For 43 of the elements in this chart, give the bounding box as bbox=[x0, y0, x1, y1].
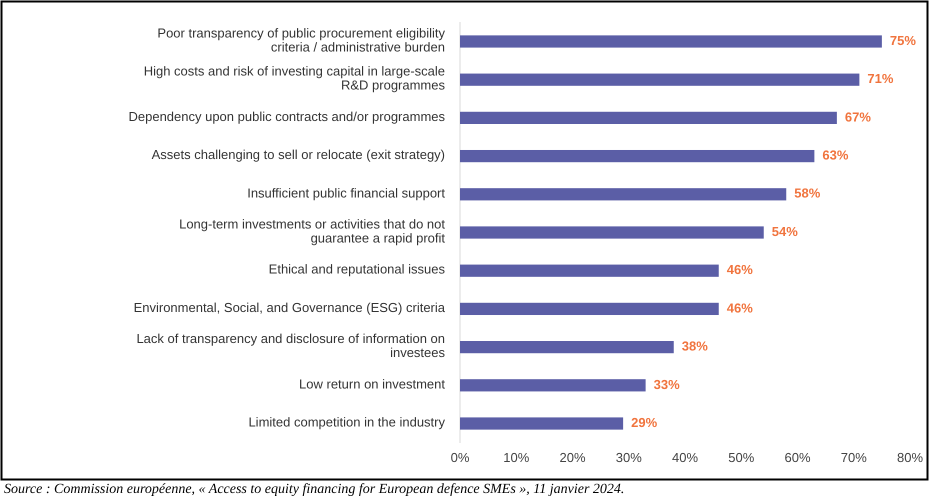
data-label: 38% bbox=[682, 338, 708, 354]
bar bbox=[460, 226, 764, 239]
data-label: 63% bbox=[822, 148, 849, 163]
data-label: 67% bbox=[844, 109, 872, 124]
x-tick-label: 40% bbox=[672, 450, 698, 465]
bar bbox=[460, 35, 882, 48]
bar bbox=[460, 264, 719, 277]
data-label: 29% bbox=[631, 414, 658, 430]
y-tick-label: Long-term investments or activities that do not guarantee a rapid profit bbox=[179, 216, 446, 246]
y-tick-label: Assets challenging to sell or relocate (exit strategy) bbox=[152, 148, 445, 163]
y-tick-label: Limited competition in the industry bbox=[248, 414, 446, 430]
x-tick-label: 10% bbox=[503, 450, 530, 465]
x-tick-label: 60% bbox=[784, 450, 811, 465]
bar bbox=[460, 379, 646, 392]
y-tick-label: Dependency upon public contracts and/or programmes bbox=[128, 109, 446, 124]
x-tick-label: 70% bbox=[840, 450, 868, 465]
source-note: Source : Commission européenne, « Access to equity financing for European defence SMEs », 11 janvier 2024. bbox=[4, 482, 624, 497]
bar bbox=[460, 112, 837, 124]
data-label: 46% bbox=[726, 300, 754, 316]
y-tick-label: High costs and risk of investing capital in large-scale R&D programmes bbox=[144, 64, 446, 94]
bar bbox=[460, 188, 786, 200]
bar bbox=[460, 417, 624, 430]
y-tick-label: Poor transparency of public procurement eligibility criteria / administrative burden bbox=[157, 26, 446, 55]
data-label: 46% bbox=[726, 262, 754, 278]
bar bbox=[460, 302, 719, 316]
x-tick-label: 80% bbox=[896, 450, 924, 465]
data-label: 71% bbox=[867, 71, 894, 86]
x-tick-label: 20% bbox=[559, 450, 586, 465]
data-label: 54% bbox=[772, 224, 798, 239]
x-tick-label: 50% bbox=[728, 450, 755, 465]
bar bbox=[460, 150, 814, 162]
data-label: 75% bbox=[890, 32, 916, 48]
x-tick-label: 30% bbox=[616, 450, 642, 465]
data-label: 33% bbox=[654, 376, 680, 392]
bar bbox=[460, 74, 860, 86]
x-tick-label: 0% bbox=[450, 450, 470, 465]
y-tick-label: Low return on investment bbox=[299, 376, 446, 392]
y-tick-label: Lack of transparency and disclosure of information on investees bbox=[136, 332, 446, 361]
data-label: 58% bbox=[794, 186, 821, 201]
y-tick-label: Insufficient public financial support bbox=[247, 186, 446, 201]
y-tick-label: Environmental, Social, and Governance (ESG) criteria bbox=[134, 300, 446, 316]
bar bbox=[460, 340, 674, 354]
y-tick-label: Ethical and reputational issues bbox=[268, 262, 446, 278]
